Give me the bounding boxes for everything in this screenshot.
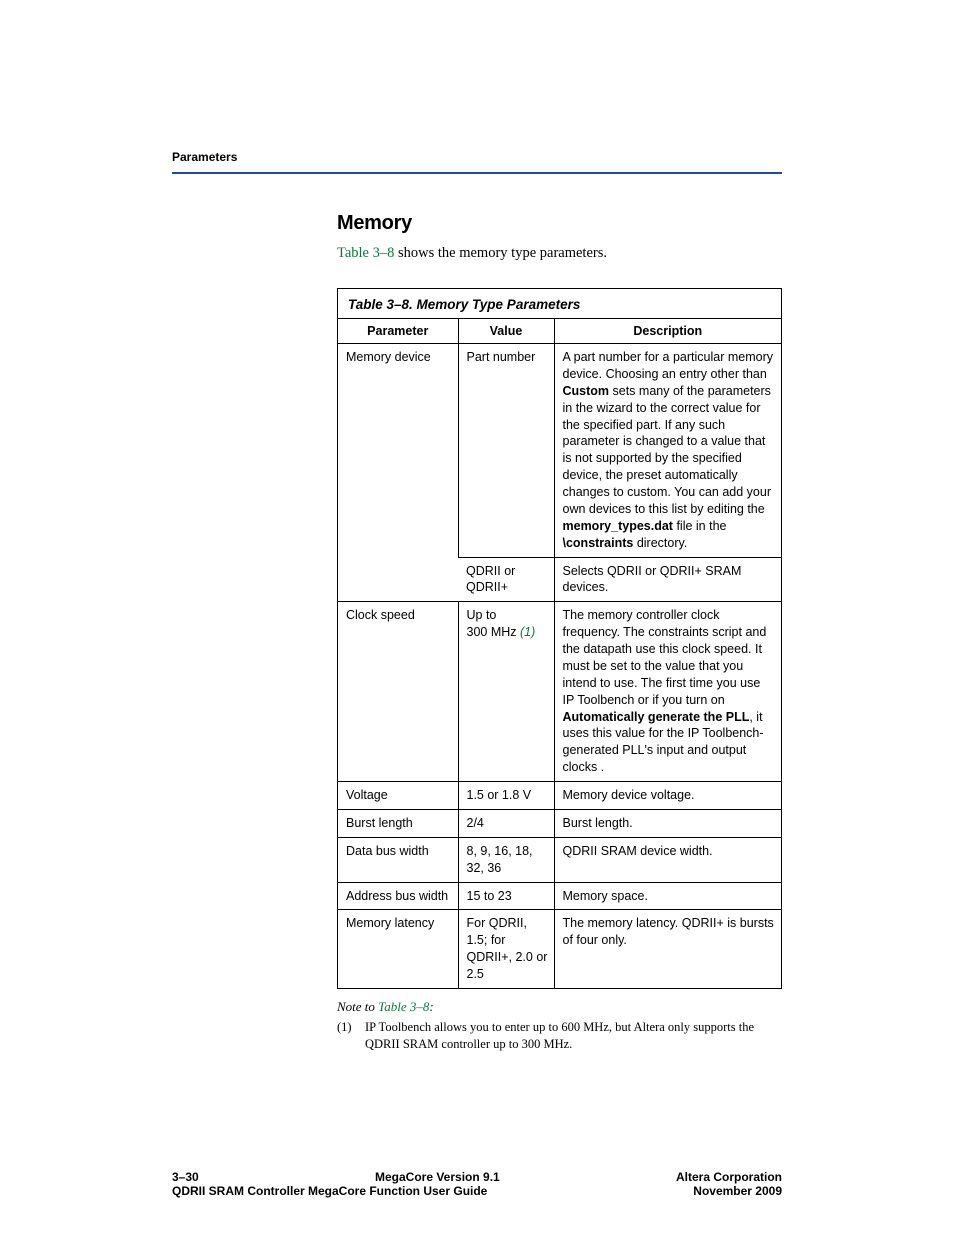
table-row: Memory devicePart numberA part number fo… (338, 344, 781, 558)
cell-parameter: Memory device (338, 344, 458, 602)
table-header-row: Parameter Value Description (338, 319, 781, 344)
footer-doc-title: QDRII SRAM Controller MegaCore Function … (172, 1184, 487, 1198)
cell-parameter: Clock speed (338, 602, 458, 782)
col-parameter: Parameter (338, 319, 458, 344)
table-title: Table 3–8. Memory Type Parameters (338, 289, 781, 319)
note-prefix: Note to (337, 999, 378, 1014)
cell-value: 8, 9, 16, 18, 32, 36 (458, 837, 554, 882)
footer-company: Altera Corporation (676, 1170, 782, 1184)
cell-description: Burst length. (554, 809, 781, 837)
footnote-text: IP Toolbench allows you to enter up to 6… (365, 1019, 782, 1053)
note-table-ref[interactable]: Table 3–8 (378, 999, 429, 1014)
cell-value: 15 to 23 (458, 882, 554, 910)
table-row: Voltage1.5 or 1.8 VMemory device voltage… (338, 782, 781, 810)
cell-parameter: Memory latency (338, 910, 458, 988)
page-footer: 3–30 MegaCore Version 9.1 Altera Corpora… (172, 1170, 782, 1198)
header-rule (172, 172, 782, 174)
running-head: Parameters (172, 150, 782, 164)
cell-value: 1.5 or 1.8 V (458, 782, 554, 810)
footer-page-number: 3–30 (172, 1170, 199, 1184)
table-ref-link[interactable]: Table 3–8 (337, 245, 394, 261)
cell-value: Up to 300 MHz (1) (458, 602, 554, 782)
intro-paragraph: Table 3–8 shows the memory type paramete… (337, 245, 782, 262)
cell-description: A part number for a particular memory de… (554, 344, 781, 558)
cell-description: The memory latency. QDRII+ is bursts of … (554, 910, 781, 988)
cell-parameter: Data bus width (338, 837, 458, 882)
cell-description: Memory space. (554, 882, 781, 910)
cell-description: The memory controller clock frequency. T… (554, 602, 781, 782)
intro-text: shows the memory type parameters. (394, 245, 607, 261)
footer-version: MegaCore Version 9.1 (375, 1170, 500, 1184)
cell-parameter: Address bus width (338, 882, 458, 910)
table-row: Clock speedUp to 300 MHz (1)The memory c… (338, 602, 781, 782)
col-value: Value (458, 319, 554, 344)
table-row: Memory latencyFor QDRII, 1.5; for QDRII+… (338, 910, 781, 988)
cell-parameter: Voltage (338, 782, 458, 810)
table-note-heading: Note to Table 3–8: (337, 999, 782, 1015)
footnote-number: (1) (337, 1019, 365, 1053)
table-body: Memory devicePart numberA part number fo… (338, 344, 781, 988)
footer-date: November 2009 (693, 1184, 782, 1198)
cell-value: QDRII or QDRII+ (458, 557, 554, 602)
memory-type-parameters-table: Parameter Value Description Memory devic… (338, 319, 781, 988)
table-row: Data bus width8, 9, 16, 18, 32, 36QDRII … (338, 837, 781, 882)
col-description: Description (554, 319, 781, 344)
table-3-8: Table 3–8. Memory Type Parameters Parame… (337, 288, 782, 989)
footnote: (1)IP Toolbench allows you to enter up t… (337, 1019, 782, 1053)
cell-parameter: Burst length (338, 809, 458, 837)
table-row: Burst length2/4Burst length. (338, 809, 781, 837)
cell-description: Memory device voltage. (554, 782, 781, 810)
cell-value: For QDRII, 1.5; for QDRII+, 2.0 or 2.5 (458, 910, 554, 988)
cell-description: QDRII SRAM device width. (554, 837, 781, 882)
cell-value: Part number (458, 344, 554, 558)
note-suffix: : (429, 999, 433, 1014)
table-row: Address bus width15 to 23Memory space. (338, 882, 781, 910)
section-title: Memory (337, 212, 782, 235)
cell-description: Selects QDRII or QDRII+ SRAM devices. (554, 557, 781, 602)
cell-value: 2/4 (458, 809, 554, 837)
